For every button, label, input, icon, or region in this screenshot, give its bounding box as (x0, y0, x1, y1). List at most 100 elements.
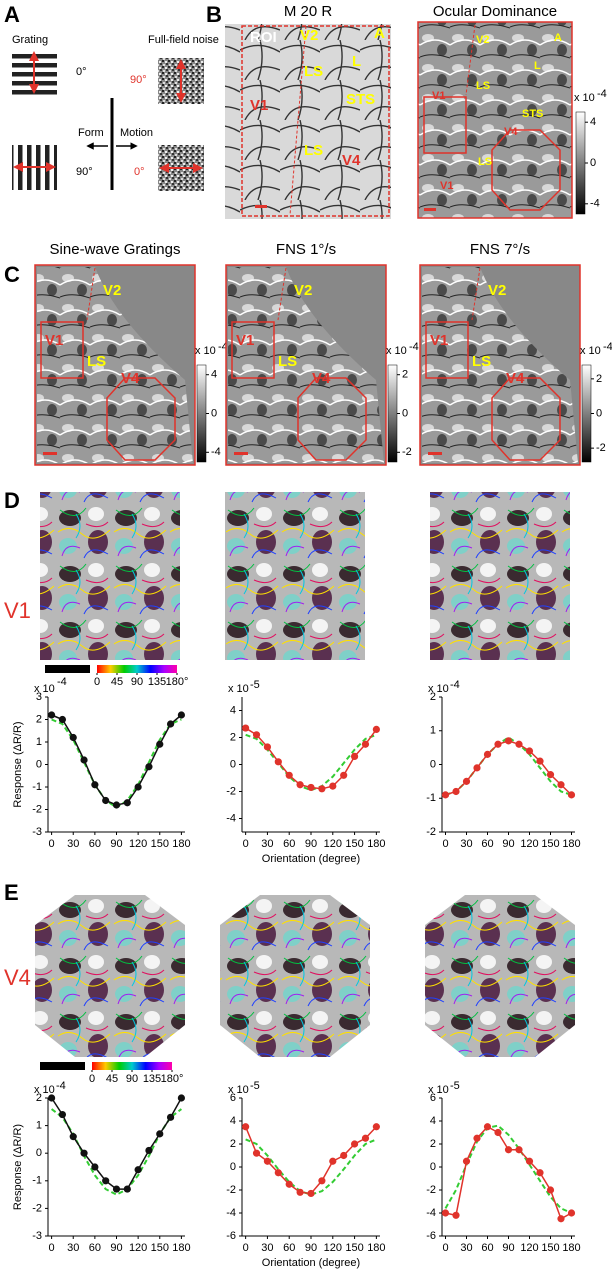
area-label: V4 (342, 152, 361, 169)
colorbar-tick-label: -2 (402, 446, 412, 458)
area-label: LS (87, 353, 106, 370)
cortex-map (228, 267, 384, 463)
colorbar-tick-label: 4 (211, 369, 217, 381)
area-label: STS (522, 108, 543, 120)
colorbar-unit: x 10 (195, 345, 216, 357)
data-point (494, 740, 502, 748)
area-label: LS (472, 353, 491, 370)
image-title: Ocular Dominance (433, 3, 557, 20)
axis-scale-exp: -4 (56, 1080, 66, 1092)
axis-scale-exp: -4 (450, 679, 460, 691)
colorbar-tick-label: 90 (131, 676, 143, 688)
data-point (483, 1123, 492, 1131)
data-point (318, 785, 326, 793)
fit-line (245, 1138, 377, 1196)
data-point (91, 781, 99, 789)
data-point (112, 801, 121, 809)
colorbar-exp: -4 (409, 341, 419, 353)
x-tick-label: 180 (562, 1242, 580, 1254)
data-point (58, 1110, 67, 1119)
area-label: V1 (45, 332, 63, 349)
data-point (546, 771, 555, 779)
colorbar (575, 111, 586, 215)
colorbar-tick-label: 180° (161, 1073, 184, 1085)
data-point (515, 1146, 523, 1154)
colorbar-tick-label: 0 (596, 407, 602, 419)
y-tick-label: 1 (36, 736, 42, 748)
x-tick-label: 60 (89, 1242, 101, 1254)
roi-box (241, 25, 390, 217)
data-point (546, 1186, 555, 1194)
area-label: V2 (488, 282, 506, 299)
x-axis-label: Orientation (degree) (262, 853, 360, 865)
colorbar-tick-label: -2 (596, 442, 606, 454)
axis-scale: x 10 (228, 1084, 249, 1096)
y-tick-label: 2 (430, 691, 436, 703)
fit-line (245, 733, 377, 792)
area-label: LS (478, 156, 492, 168)
x-tick-label: 0 (442, 1242, 448, 1254)
area-label: V2 (294, 282, 312, 299)
y-tick-label: -1 (32, 1175, 42, 1187)
x-tick-label: 30 (460, 838, 472, 850)
fit-line (50, 1108, 183, 1196)
data-point (307, 1189, 315, 1198)
data-point (361, 740, 370, 748)
data-point (134, 1166, 142, 1174)
area-label: V1 (430, 332, 448, 349)
area-label: V1 (440, 180, 453, 192)
data-point (536, 1169, 544, 1177)
colorbar-tick-label: 180° (166, 676, 189, 688)
colorbar-tick-label: 0 (590, 157, 596, 169)
area-label: ROI (250, 29, 277, 46)
colorbar (581, 364, 592, 463)
data-point (166, 1113, 175, 1121)
data-point (134, 783, 142, 791)
y-tick-label: -1 (426, 792, 436, 804)
x-tick-label: 30 (460, 1242, 472, 1254)
scale-bar (424, 208, 436, 211)
orientation-colorbar (92, 1062, 172, 1070)
x-tick-label: 30 (261, 838, 273, 850)
cortex-map (422, 267, 578, 463)
x-tick-label: 150 (345, 838, 363, 850)
data-point (274, 758, 282, 766)
y-tick-label: -2 (32, 1202, 42, 1214)
data-point (350, 1140, 359, 1148)
scale-bar (428, 452, 442, 455)
data-point (166, 720, 175, 728)
colorbar-tick-label: 0 (89, 1073, 95, 1085)
panel-label: B (206, 2, 222, 27)
data-point (145, 1146, 153, 1155)
colorbar-tick-label: 135 (148, 676, 166, 688)
x-tick-label: 180 (172, 1242, 190, 1254)
orientation-map (425, 895, 575, 1057)
y-tick-label: 2 (430, 1138, 436, 1150)
data-point (372, 1123, 380, 1131)
data-point (48, 1094, 56, 1102)
data-point (91, 1163, 99, 1171)
area-label: STS (346, 91, 375, 108)
x-tick-label: 30 (67, 1242, 79, 1254)
x-tick-label: 60 (283, 1242, 295, 1254)
data-point (274, 1169, 282, 1177)
data-point (473, 764, 481, 772)
colorbar-exp: -4 (597, 88, 607, 100)
area-label: A (374, 25, 385, 42)
data-point (69, 733, 77, 742)
data-point (123, 1185, 131, 1193)
area-label: V4 (121, 370, 140, 387)
data-point (177, 711, 185, 719)
data-line (445, 1125, 572, 1220)
roi-box (231, 321, 275, 379)
data-point (296, 781, 304, 789)
data-line (445, 740, 573, 796)
colorbar (196, 364, 207, 463)
data-point (340, 1151, 348, 1160)
data-point (242, 724, 250, 732)
axis-scale-exp: -5 (450, 1080, 460, 1092)
panel-label: A (4, 2, 20, 27)
data-point (329, 782, 337, 790)
data-point (296, 1188, 304, 1196)
orientation-map (430, 492, 570, 660)
